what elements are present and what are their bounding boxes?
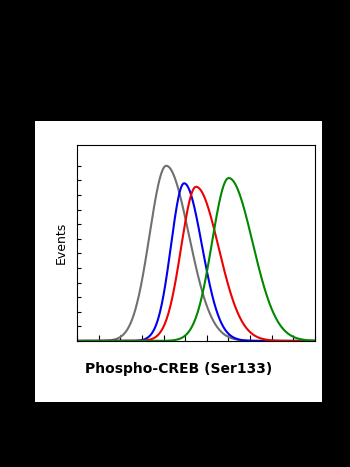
Y-axis label: Events: Events [55, 222, 68, 264]
Text: Phospho-CREB (Ser133): Phospho-CREB (Ser133) [85, 362, 272, 376]
